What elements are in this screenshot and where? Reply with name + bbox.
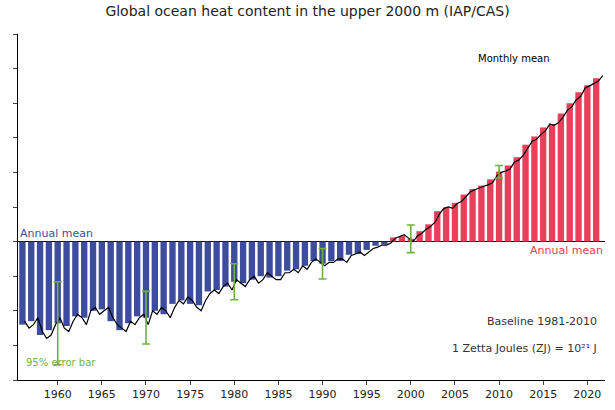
svg-text:Annual mean: Annual mean — [530, 244, 603, 257]
svg-text:1975: 1975 — [176, 388, 204, 401]
svg-text:2000: 2000 — [397, 388, 425, 401]
svg-text:Baseline 1981-2010: Baseline 1981-2010 — [487, 315, 597, 328]
svg-text:2015: 2015 — [529, 388, 557, 401]
svg-text:1965: 1965 — [88, 388, 116, 401]
svg-text:1995: 1995 — [353, 388, 381, 401]
svg-text:1980: 1980 — [220, 388, 248, 401]
svg-text:2010: 2010 — [485, 388, 513, 401]
svg-text:2005: 2005 — [441, 388, 469, 401]
svg-text:1970: 1970 — [132, 388, 160, 401]
svg-text:95% error bar: 95% error bar — [26, 357, 96, 368]
svg-text:1990: 1990 — [309, 388, 337, 401]
svg-text:1985: 1985 — [264, 388, 292, 401]
svg-text:2020: 2020 — [573, 388, 601, 401]
svg-text:1960: 1960 — [44, 388, 72, 401]
svg-text:Monthly mean: Monthly mean — [478, 53, 550, 64]
svg-text:1 Zetta Joules (ZJ) = 10²¹ J: 1 Zetta Joules (ZJ) = 10²¹ J — [452, 342, 597, 355]
svg-text:Annual mean: Annual mean — [20, 227, 93, 240]
svg-text:Global ocean heat content in t: Global ocean heat content in the upper 2… — [105, 3, 509, 19]
